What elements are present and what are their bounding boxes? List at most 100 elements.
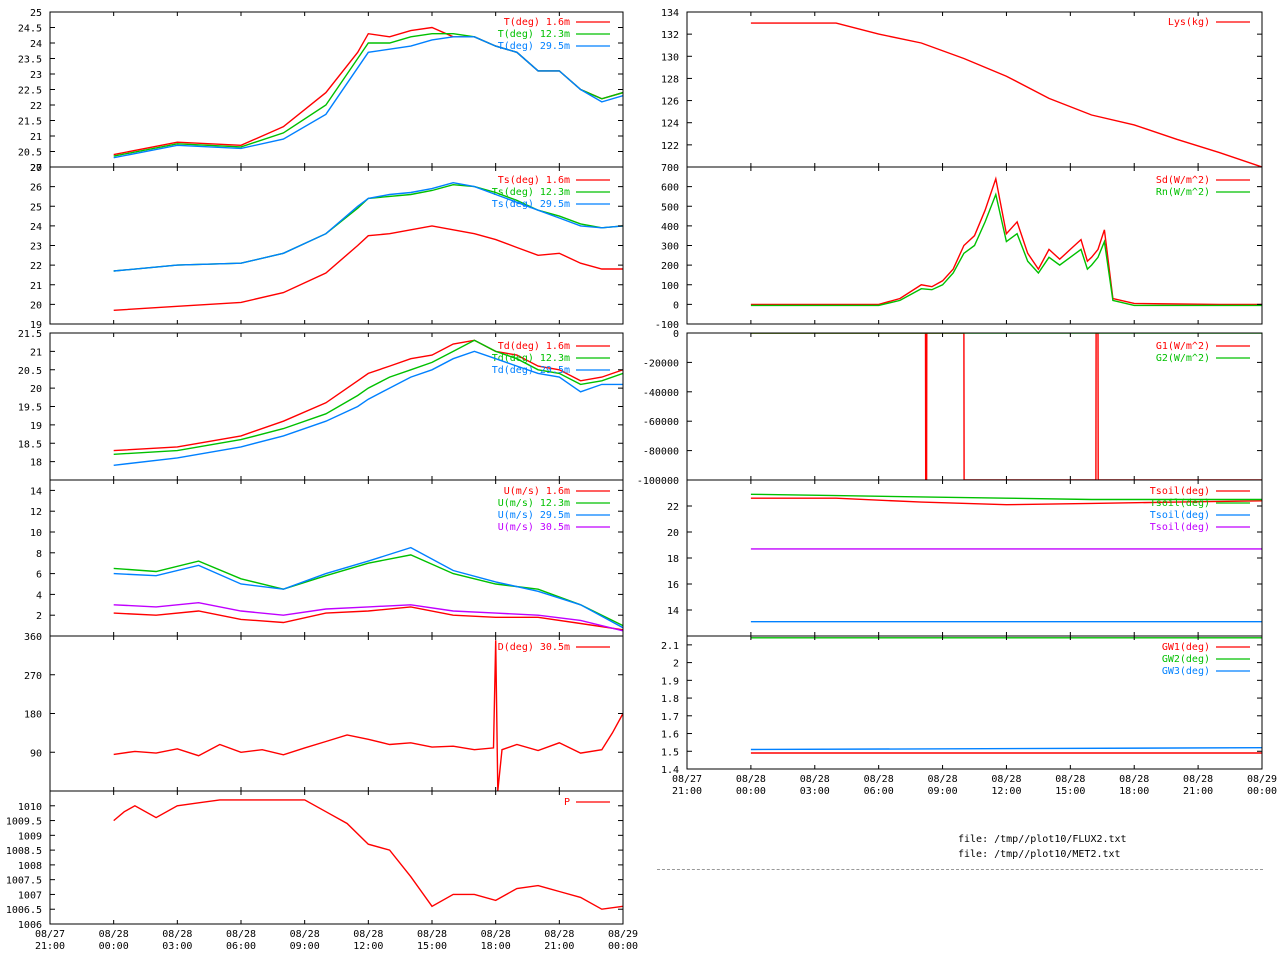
x-tick-date: 08/28 <box>928 774 958 785</box>
y-tick-label: 1.7 <box>661 712 679 723</box>
y-tick-label: 21.5 <box>18 117 42 128</box>
y-tick-label: 1.9 <box>661 676 679 687</box>
panel-wind-direction: D(deg) 30.5m 90 180 270 360 <box>24 632 624 792</box>
file-label-flux: file: /tmp//plot10/FLUX2.txt <box>958 834 1127 845</box>
y-tick-label: 300 <box>661 242 679 253</box>
y-tick-label: 19 <box>30 320 42 331</box>
series-line <box>750 22 1262 167</box>
y-tick-label: 12 <box>30 507 42 518</box>
y-tick-label: 1.4 <box>661 765 679 776</box>
legend-label: T(deg) 1.6m <box>504 17 570 28</box>
legend-label: Sd(W/m^2) <box>1156 175 1210 186</box>
legend-label: Ts(deg) 1.6m <box>498 175 570 186</box>
x-tick-date: 08/28 <box>991 774 1021 785</box>
series-line <box>750 192 1262 307</box>
panel-ground-water: GW1(deg)GW2(deg)GW3(deg) 1.4 1.5 1.6 1.7 1.8 1… <box>661 635 1263 776</box>
y-tick-label: 24 <box>30 39 42 50</box>
legend-label: Td(deg) 12.3m <box>492 353 570 364</box>
y-tick-label: 19.5 <box>18 403 42 414</box>
series-line <box>113 181 623 272</box>
y-tick-label: 22 <box>30 261 42 272</box>
y-tick-label: 18 <box>30 458 42 469</box>
y-tick-label: 90 <box>30 748 42 759</box>
series-line <box>113 225 623 311</box>
legend-label: T(deg) 29.5m <box>498 41 570 52</box>
plot-frame <box>686 11 1263 168</box>
panel-ground-flux: G1(W/m^2)G2(W/m^2) -100000 -80000 -60000 -40… <box>637 329 1263 487</box>
legend-label: GW3(deg) <box>1162 666 1210 677</box>
y-tick-label: 200 <box>661 261 679 272</box>
x-tick-date: 08/28 <box>99 929 129 940</box>
series-line <box>113 546 623 629</box>
legend-label: U(m/s) 12.3m <box>498 498 570 509</box>
series-line <box>750 333 1262 480</box>
x-tick-time: 21:00 <box>672 786 702 797</box>
y-tick-label: -20000 <box>643 358 679 369</box>
legend-label: Lys(kg) <box>1168 17 1210 28</box>
series-line <box>113 36 623 159</box>
y-tick-label: 21 <box>30 281 42 292</box>
series-line <box>750 493 1262 501</box>
y-tick-label: 0 <box>673 300 679 311</box>
y-tick-label: 19 <box>30 421 42 432</box>
x-tick-time: 18:00 <box>481 941 511 952</box>
plot-frame <box>49 790 624 925</box>
time-axis-right: 08/2721:0008/2800:0008/2803:0008/2806:00… <box>672 774 1277 797</box>
y-tick-label: 18.5 <box>18 439 42 450</box>
y-tick-label: 1.8 <box>661 694 679 705</box>
series-line <box>113 339 623 452</box>
y-tick-label: 20 <box>30 163 42 174</box>
x-tick-date: 08/28 <box>1183 774 1213 785</box>
x-tick-date: 08/28 <box>800 774 830 785</box>
panel-air-temp: T(deg) 1.6mT(deg) 12.3mT(deg) 29.5m 20 20.… <box>18 8 624 174</box>
x-tick-date: 08/28 <box>162 929 192 940</box>
y-tick-label: 18 <box>667 554 679 565</box>
x-tick-date: 08/28 <box>736 774 766 785</box>
y-tick-label: 20 <box>30 384 42 395</box>
x-tick-time: 21:00 <box>1183 786 1213 797</box>
series-line <box>113 601 623 632</box>
y-tick-label: 1.5 <box>661 747 679 758</box>
x-tick-time: 12:00 <box>991 786 1021 797</box>
y-tick-label: 128 <box>661 74 679 85</box>
legend-label: Rn(W/m^2) <box>1156 187 1210 198</box>
y-tick-label: 20 <box>30 300 42 311</box>
legend-label: Tsoil(deg) <box>1150 510 1210 521</box>
series-line <box>113 554 623 627</box>
x-tick-date: 08/27 <box>672 774 702 785</box>
x-tick-date: 08/28 <box>481 929 511 940</box>
y-tick-label: 1006.5 <box>6 905 42 916</box>
y-tick-label: 6 <box>36 570 42 581</box>
x-tick-time: 09:00 <box>290 941 320 952</box>
panel-pressure: P 1006 1006.5 1007 1007.5 1008 1008.5 1009 1009.… <box>6 790 624 931</box>
series-line <box>750 176 1262 306</box>
series-line <box>750 497 1262 506</box>
plot-frame <box>49 635 624 792</box>
x-tick-time: 03:00 <box>800 786 830 797</box>
legend-label: Ts(deg) 29.5m <box>492 199 570 210</box>
x-tick-date: 08/28 <box>864 774 894 785</box>
y-tick-label: 700 <box>661 163 679 174</box>
series-line <box>113 339 623 455</box>
legend-label: G1(W/m^2) <box>1156 341 1210 352</box>
x-tick-date: 08/29 <box>608 929 638 940</box>
time-axis-left: 08/2721:0008/2800:0008/2803:0008/2806:00… <box>35 929 638 952</box>
y-tick-label: 0 <box>673 329 679 340</box>
series-line <box>750 747 1262 751</box>
y-tick-label: 4 <box>36 590 42 601</box>
y-tick-label: 180 <box>24 710 42 721</box>
y-tick-label: 1007.5 <box>6 876 42 887</box>
y-tick-label: 2 <box>673 659 679 670</box>
legend-label: Td(deg) 29.5m <box>492 365 570 376</box>
x-tick-time: 21:00 <box>35 941 65 952</box>
legend-label: U(m/s) 30.5m <box>498 522 570 533</box>
x-tick-date: 08/27 <box>35 929 65 940</box>
y-tick-label: -40000 <box>643 388 679 399</box>
y-tick-label: 24.5 <box>18 24 42 35</box>
y-tick-label: 24 <box>30 222 42 233</box>
y-tick-label: -100 <box>655 320 679 331</box>
y-tick-label: 16 <box>667 580 679 591</box>
x-tick-time: 00:00 <box>1247 786 1277 797</box>
